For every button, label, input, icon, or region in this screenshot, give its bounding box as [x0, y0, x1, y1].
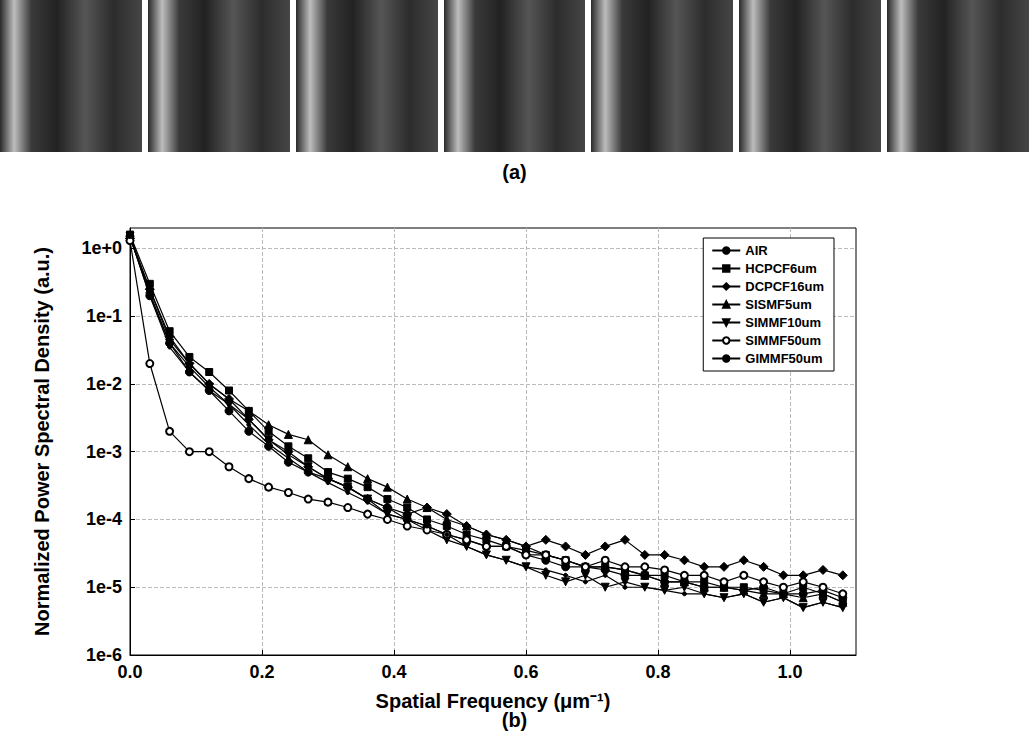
- svg-text:1e-3: 1e-3: [86, 442, 122, 462]
- svg-text:Spatial Frequency (μm⁻¹): Spatial Frequency (μm⁻¹): [376, 690, 611, 712]
- svg-text:0.6: 0.6: [513, 662, 538, 682]
- svg-text:SIMMF50um: SIMMF50um: [745, 333, 821, 348]
- svg-text:1e-5: 1e-5: [86, 577, 122, 597]
- svg-text:0.8: 0.8: [645, 662, 670, 682]
- svg-text:1.0: 1.0: [777, 662, 802, 682]
- svg-text:1e-2: 1e-2: [86, 374, 122, 394]
- svg-text:1e-4: 1e-4: [86, 509, 122, 529]
- svg-text:HCPCF6um: HCPCF6um: [745, 261, 817, 276]
- svg-text:AIR: AIR: [745, 243, 768, 258]
- svg-text:(b): (b): [502, 709, 528, 731]
- svg-text:GIMMF50um: GIMMF50um: [745, 351, 822, 366]
- svg-text:Normalized Power Spectral Dens: Normalized Power Spectral Density (a.u.): [31, 247, 53, 636]
- svg-text:SISMF5um: SISMF5um: [745, 297, 811, 312]
- svg-text:0.0: 0.0: [117, 662, 142, 682]
- svg-text:(a): (a): [502, 161, 526, 183]
- svg-text:1e-1: 1e-1: [86, 306, 122, 326]
- svg-text:0.4: 0.4: [381, 662, 406, 682]
- svg-text:SIMMF10um: SIMMF10um: [745, 315, 821, 330]
- svg-text:DCPCF16um: DCPCF16um: [745, 279, 824, 294]
- svg-text:0.2: 0.2: [249, 662, 274, 682]
- svg-text:1e+0: 1e+0: [81, 238, 122, 258]
- svg-text:1e-6: 1e-6: [86, 645, 122, 665]
